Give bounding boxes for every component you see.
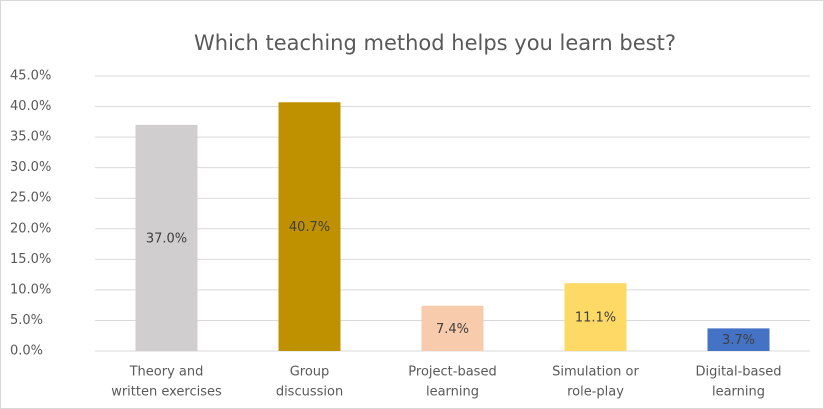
value-label: 3.7% (722, 333, 755, 348)
bar (278, 102, 341, 352)
y-tick-label: 35.0% (10, 130, 51, 145)
y-tick-label: 40.0% (10, 99, 51, 114)
x-tick-label: Digital-based (695, 365, 781, 380)
bar (135, 124, 198, 351)
value-label: 7.4% (436, 322, 469, 337)
y-tick-label: 25.0% (10, 191, 51, 206)
bar (421, 305, 484, 351)
value-label: 37.0% (146, 231, 187, 246)
x-tick-label: Theory and (129, 365, 204, 380)
x-tick-label: role-play (567, 385, 624, 400)
value-label: 11.1% (575, 311, 616, 326)
x-tick-label: Group (290, 365, 330, 380)
x-tick-label: Simulation or (552, 365, 639, 380)
y-tick-label: 10.0% (10, 282, 51, 297)
x-tick-label: discussion (276, 385, 343, 400)
y-tick-label: 45.0% (10, 69, 51, 84)
x-tick-label: learning (426, 385, 479, 400)
value-label: 40.7% (289, 220, 330, 235)
x-tick-label: learning (712, 385, 765, 400)
y-tick-label: 5.0% (10, 313, 43, 328)
y-tick-label: 0.0% (10, 344, 43, 359)
y-tick-label: 20.0% (10, 221, 51, 236)
chart-title: Which teaching method helps you learn be… (194, 31, 676, 55)
y-tick-label: 15.0% (10, 252, 51, 267)
bar (707, 328, 770, 351)
x-tick-label: Project-based (408, 365, 496, 380)
bar (564, 283, 627, 351)
y-tick-label: 30.0% (10, 160, 51, 175)
x-tick-label: written exercises (111, 385, 222, 400)
